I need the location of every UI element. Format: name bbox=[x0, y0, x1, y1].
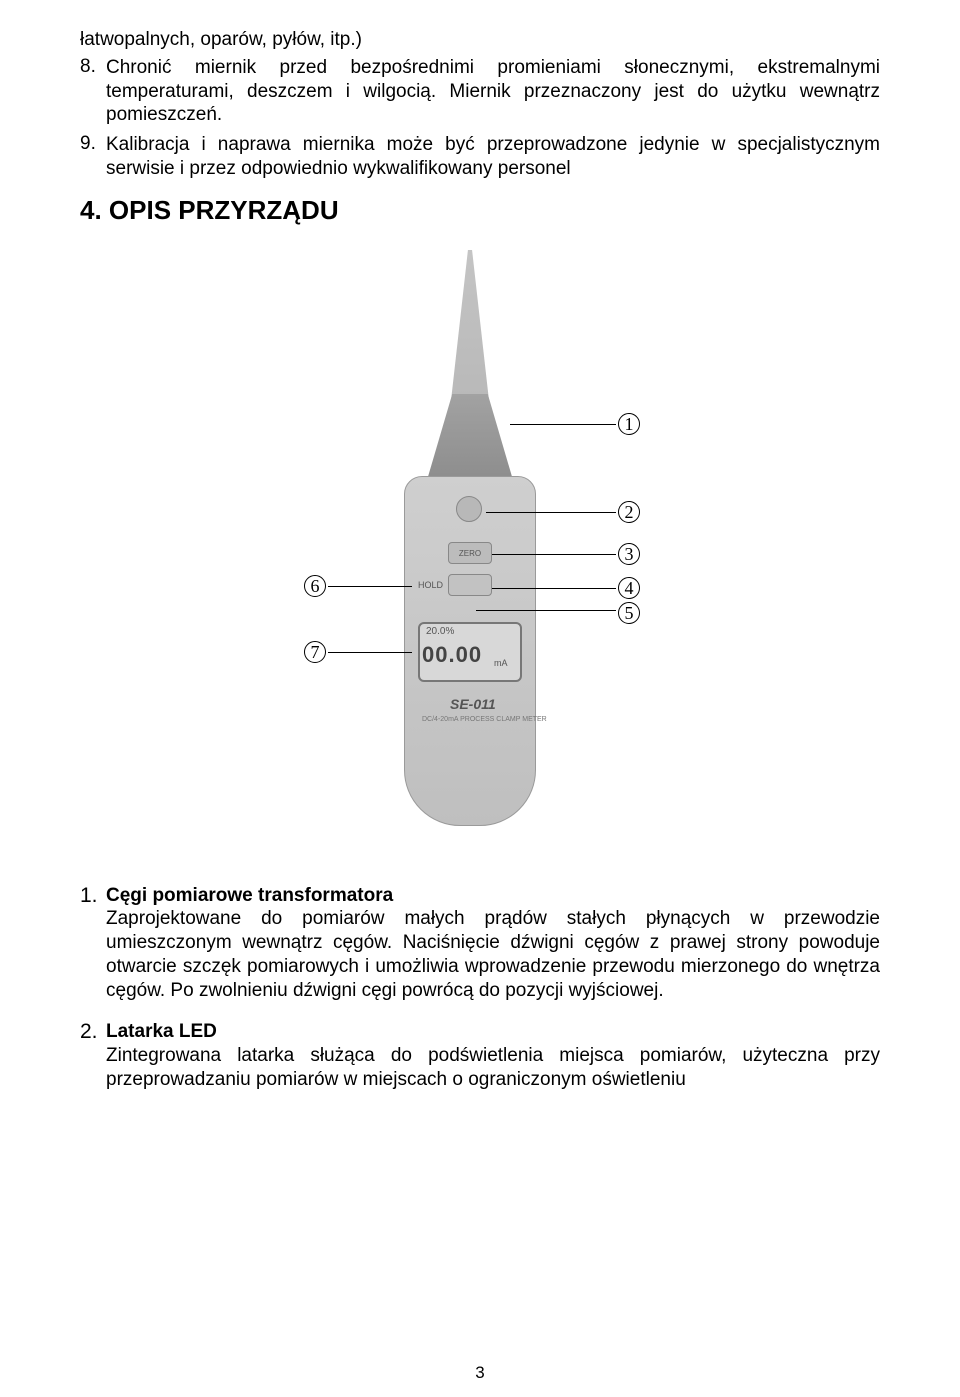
lead-line bbox=[476, 610, 616, 611]
led-button bbox=[456, 496, 482, 522]
callout-7: 7 bbox=[304, 641, 326, 663]
model-label: SE-011 bbox=[450, 696, 496, 712]
lead-line bbox=[510, 424, 616, 425]
item-text: Kalibracja i naprawa miernika może być p… bbox=[106, 133, 880, 181]
callout-1: 1 bbox=[618, 413, 640, 435]
device-illustration: ZERO HOLD 20.0% 00.00 mA SE-011 DC/4-20m… bbox=[370, 244, 570, 854]
display-unit: mA bbox=[494, 658, 508, 668]
callout-4: 4 bbox=[618, 577, 640, 599]
callout-6: 6 bbox=[304, 575, 326, 597]
item-body: Latarka LED Zintegrowana latarka służąca… bbox=[106, 1020, 880, 1091]
model-subtitle: DC/4-20mA PROCESS CLAMP METER bbox=[422, 716, 547, 723]
lead-line bbox=[328, 586, 412, 587]
description-item-2: 2. Latarka LED Zintegrowana latarka służ… bbox=[80, 1020, 880, 1091]
display-percent: 20.0% bbox=[426, 626, 454, 637]
item-body: Cęgi pomiarowe transformatora Zaprojekto… bbox=[106, 884, 880, 1003]
callout-5: 5 bbox=[618, 602, 640, 624]
lead-line bbox=[486, 512, 616, 513]
rotary-switch bbox=[448, 574, 492, 596]
device-figure: ZERO HOLD 20.0% 00.00 mA SE-011 DC/4-20m… bbox=[80, 244, 880, 864]
item-number: 2. bbox=[80, 1020, 106, 1091]
lead-line bbox=[492, 554, 616, 555]
item-text: Zaprojektowane do pomiarów małych prądów… bbox=[106, 908, 880, 1000]
page-number: 3 bbox=[0, 1363, 960, 1383]
safety-item-8: 8. Chronić miernik przed bezpośrednimi p… bbox=[80, 56, 880, 127]
clamp-neck bbox=[426, 394, 514, 484]
clamp-tip bbox=[450, 250, 490, 410]
item-title: Latarka LED bbox=[106, 1021, 217, 1042]
lead-line bbox=[492, 588, 616, 589]
intro-fragment: łatwopalnych, oparów, pyłów, itp.) bbox=[80, 28, 880, 52]
callout-3: 3 bbox=[618, 543, 640, 565]
item-text: Zintegrowana latarka służąca do podświet… bbox=[106, 1045, 880, 1090]
safety-item-9: 9. Kalibracja i naprawa miernika może by… bbox=[80, 133, 880, 181]
hold-label: HOLD bbox=[418, 580, 443, 590]
item-text: Chronić miernik przed bezpośrednimi prom… bbox=[106, 56, 880, 127]
item-number: 8. bbox=[80, 56, 106, 127]
item-title: Cęgi pomiarowe transformatora bbox=[106, 885, 393, 906]
lead-line bbox=[328, 652, 412, 653]
display-main: 00.00 bbox=[422, 642, 482, 668]
zero-button: ZERO bbox=[448, 542, 492, 564]
description-item-1: 1. Cęgi pomiarowe transformatora Zaproje… bbox=[80, 884, 880, 1003]
item-number: 1. bbox=[80, 884, 106, 1003]
callout-2: 2 bbox=[618, 501, 640, 523]
section-heading: 4. OPIS PRZYRZĄDU bbox=[80, 195, 880, 226]
item-number: 9. bbox=[80, 133, 106, 181]
